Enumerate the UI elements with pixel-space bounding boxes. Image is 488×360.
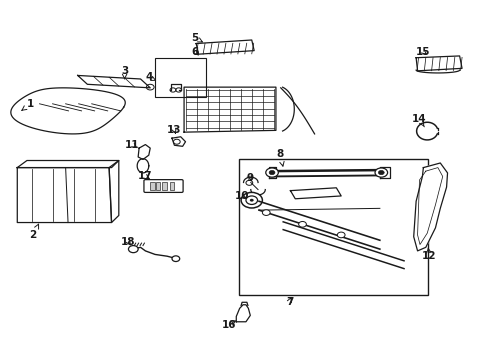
Bar: [238, 159, 427, 295]
Polygon shape: [17, 161, 119, 168]
Text: 13: 13: [167, 125, 181, 135]
Bar: [150, 183, 154, 190]
Polygon shape: [17, 168, 111, 222]
Text: 3: 3: [121, 66, 128, 79]
Circle shape: [298, 221, 306, 227]
Polygon shape: [268, 167, 275, 178]
Circle shape: [265, 168, 278, 177]
Circle shape: [337, 232, 345, 238]
Text: 14: 14: [411, 114, 426, 127]
Polygon shape: [415, 56, 461, 71]
Text: 15: 15: [415, 47, 430, 57]
Polygon shape: [379, 167, 389, 178]
Polygon shape: [196, 40, 254, 54]
Text: 17: 17: [138, 171, 152, 181]
Bar: [155, 183, 160, 190]
Circle shape: [374, 168, 387, 177]
Polygon shape: [78, 76, 150, 88]
Circle shape: [172, 256, 180, 261]
Polygon shape: [183, 88, 275, 132]
Circle shape: [128, 246, 138, 253]
Circle shape: [241, 192, 262, 208]
Text: 5: 5: [191, 33, 202, 43]
Polygon shape: [109, 161, 119, 222]
Text: 10: 10: [234, 191, 248, 201]
Text: 12: 12: [421, 248, 435, 261]
Circle shape: [268, 170, 274, 175]
Text: 6: 6: [191, 47, 199, 57]
Text: 2: 2: [30, 224, 39, 240]
Circle shape: [245, 196, 257, 204]
Polygon shape: [236, 305, 250, 322]
Text: 18: 18: [121, 237, 136, 247]
Text: 1: 1: [22, 99, 34, 111]
Bar: [170, 183, 174, 190]
Text: 16: 16: [222, 320, 236, 330]
Polygon shape: [413, 163, 447, 251]
Circle shape: [262, 210, 269, 215]
Text: 4: 4: [145, 72, 155, 82]
Polygon shape: [290, 188, 341, 199]
Circle shape: [249, 199, 253, 202]
Text: 9: 9: [246, 173, 253, 183]
Circle shape: [378, 170, 384, 175]
Text: 11: 11: [125, 140, 139, 149]
Text: 8: 8: [276, 149, 284, 166]
Text: 7: 7: [285, 297, 292, 307]
FancyBboxPatch shape: [143, 180, 183, 192]
Bar: [162, 183, 166, 190]
Bar: [155, 58, 205, 97]
